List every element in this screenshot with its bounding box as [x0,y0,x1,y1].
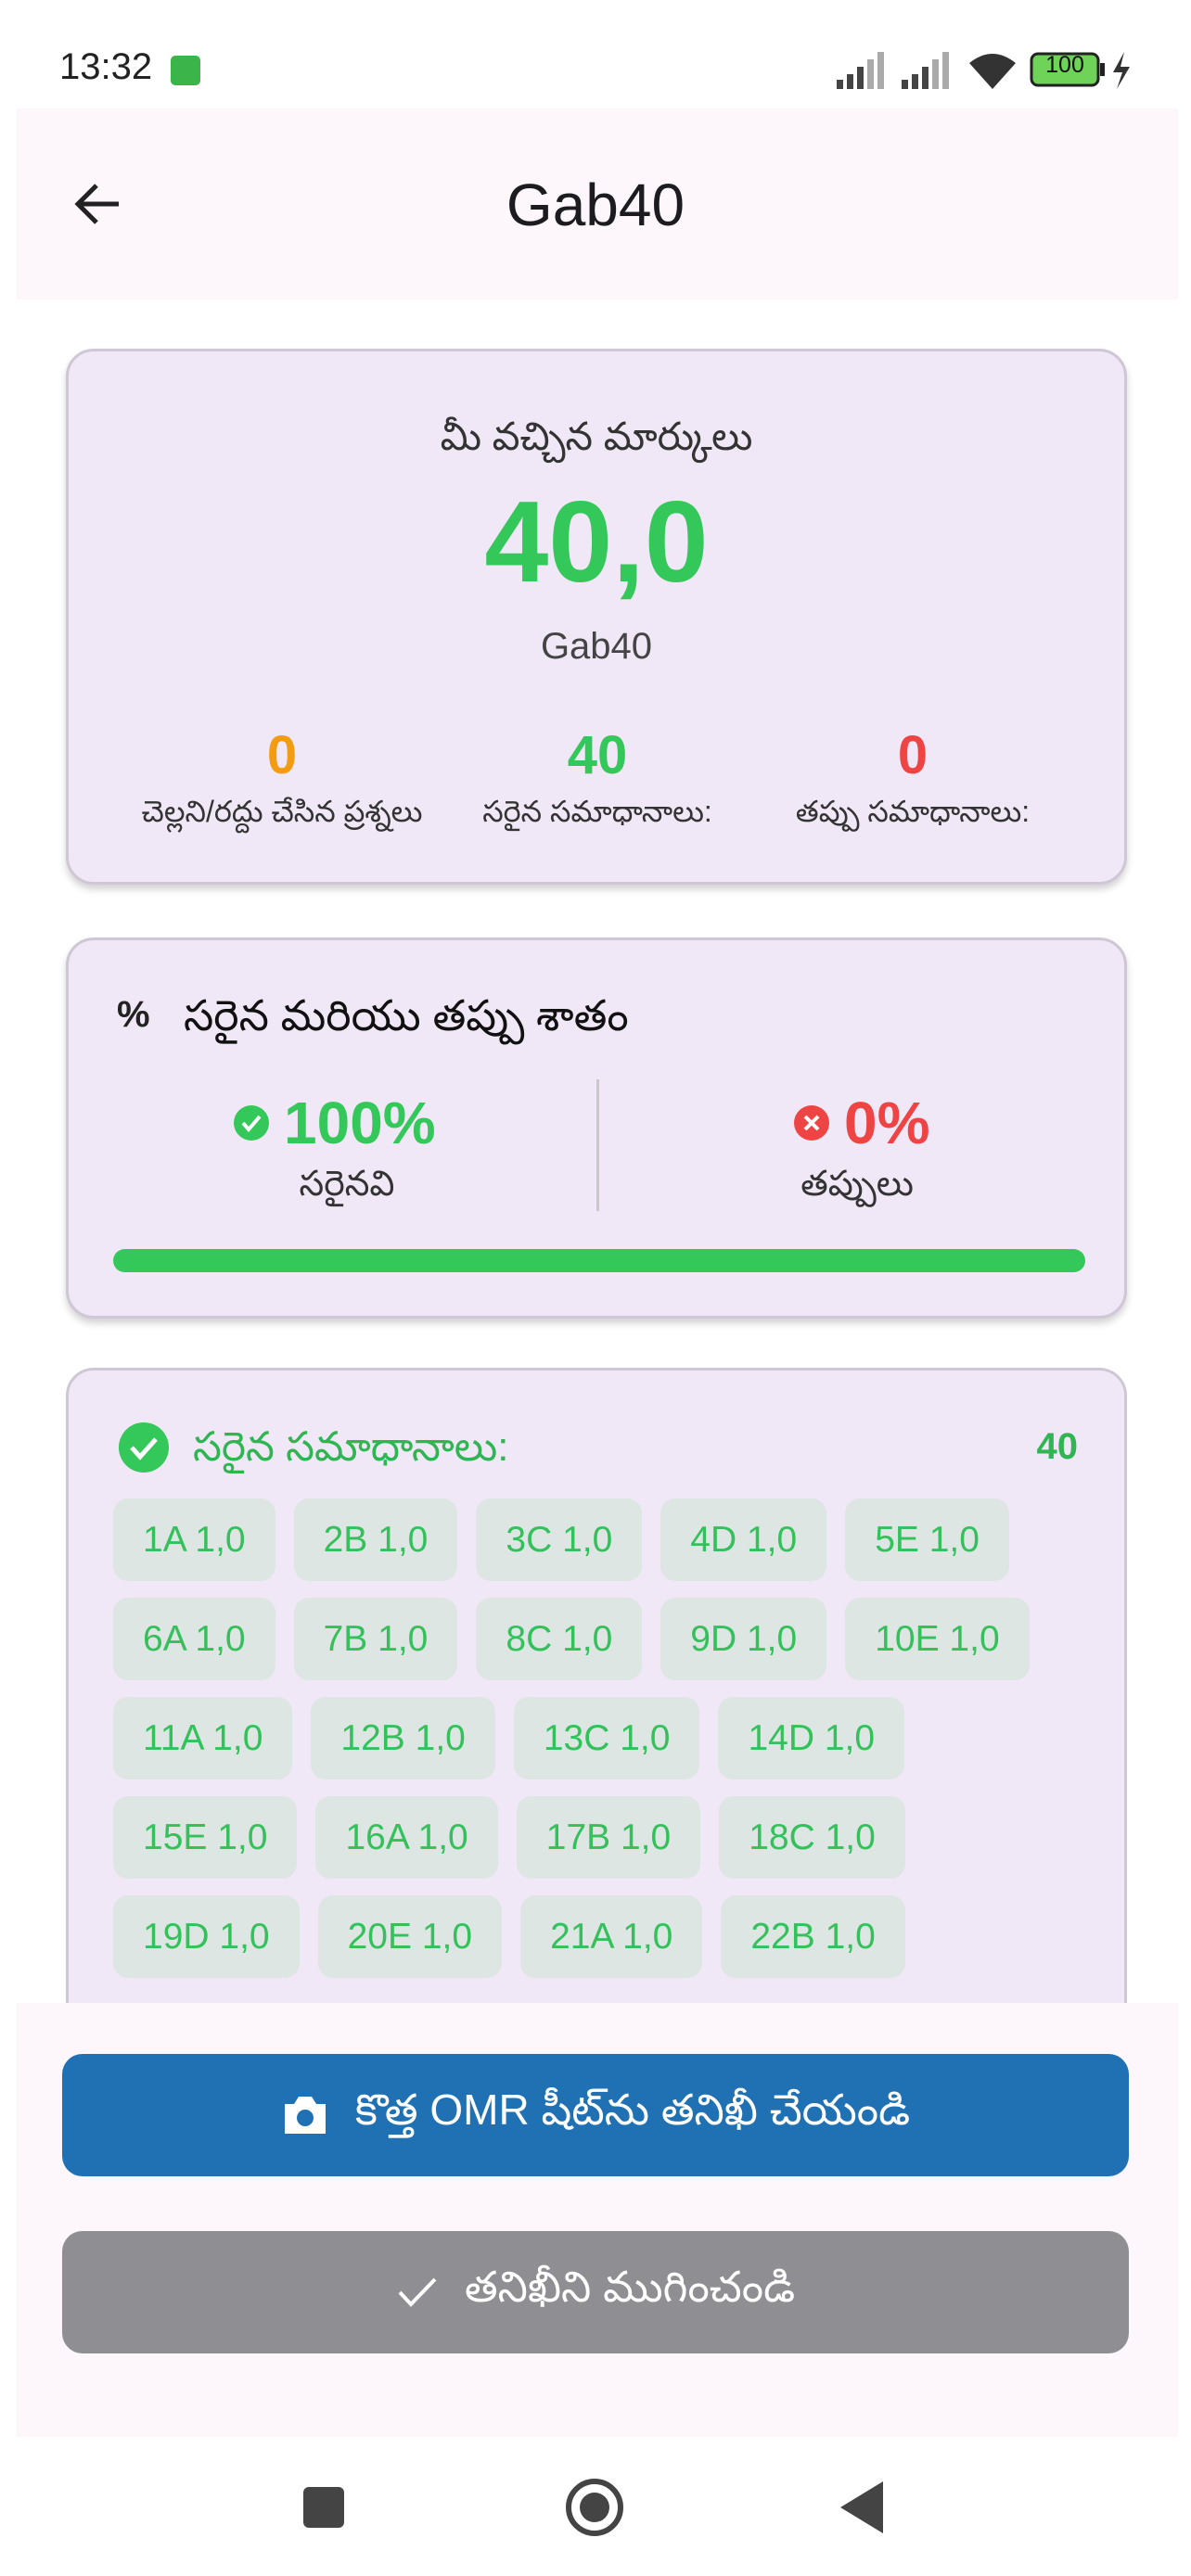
correct-value: 100% [284,1090,436,1156]
answer-chip: 20E 1,0 [317,1895,503,1978]
answer-chip: 10E 1,0 [845,1598,1030,1680]
score-card: మీ వచ్చిన మార్కులు 40,0 Gab40 0 చెల్లని/… [66,349,1127,885]
nav-recent[interactable] [303,2487,344,2528]
check-icon [119,1422,169,1473]
answer-chip: 5E 1,0 [845,1498,1009,1581]
answers-card: సరైన సమాధానాలు: 40 1A 1,0 2B 1,0 3C 1,0 4D … [66,1368,1127,2072]
wrong-label: తప్పులు [800,1165,914,1204]
stat-label: చెల్లని/రద్దు చేసిన ప్రశ్నలు [141,795,423,828]
answer-chip: 7B 1,0 [293,1598,458,1680]
nav-back[interactable] [840,2481,883,2533]
correct-label: సరైనవి [299,1165,395,1204]
notification-icon [171,56,200,85]
check-icon [234,1105,269,1141]
exam-name: Gab40 [540,626,653,667]
answer-chip: 13C 1,0 [513,1697,700,1779]
back-button[interactable] [70,178,126,234]
percent-title: సరైన మరియు తప్పు శాతం [184,991,629,1039]
scan-button[interactable]: కొత్త OMR షీట్‌ను తనిఖీ చేయండి [62,2054,1129,2176]
answer-chip: 14D 1,0 [718,1697,905,1779]
finish-label: తనిఖీని ముగించండి [464,2263,796,2311]
answer-chip: 2B 1,0 [293,1498,458,1581]
answer-chip: 19D 1,0 [113,1895,300,1978]
scan-label: కొత్త OMR షీట్‌ను తనిఖీ చేయండి [354,2085,911,2134]
correct-percent: 100% [234,1089,436,1157]
divider [596,1079,599,1211]
wrong-value: 0% [844,1090,930,1156]
percent-icon: % [117,994,150,1035]
cross-icon [794,1105,829,1141]
stat-label: సరైన సమాధానాలు: [482,795,712,828]
stat-value: 40 [567,725,628,785]
camera-icon [284,2097,326,2134]
status-icons [837,52,1130,89]
wrong-percent: 0% [794,1089,930,1157]
answers-title: సరైన సమాధానాలు: [193,1424,509,1470]
answer-chip: 8C 1,0 [476,1598,643,1680]
score-heading: మీ వచ్చిన మార్కులు [440,414,753,458]
answer-chip: 17B 1,0 [516,1796,701,1879]
answer-chip: 22B 1,0 [721,1895,905,1978]
app-title: Gab40 [506,172,685,238]
answer-chip: 1A 1,0 [113,1498,275,1581]
answer-chip: 6A 1,0 [113,1598,275,1680]
finish-button[interactable]: తనిఖీని ముగించండి [62,2231,1129,2353]
answer-chip: 11A 1,0 [113,1697,293,1779]
nav-home[interactable] [566,2479,623,2536]
answers-count: 40 [1036,1426,1079,1467]
answer-chip: 3C 1,0 [476,1498,643,1581]
app-bar [17,108,1178,300]
nav-bar [303,2479,883,2536]
stat-value: 0 [266,725,298,785]
battery-level: 100 [1045,52,1084,78]
progress-bar [113,1249,1085,1272]
check-mark [398,2277,437,2307]
answer-chip: 16A 1,0 [315,1796,498,1879]
percent-card: % సరైన మరియు తప్పు శాతం 100% సరైనవి 0% త… [66,937,1127,1319]
answer-chip: 4D 1,0 [660,1498,827,1581]
answer-chip: 9D 1,0 [660,1598,827,1680]
answer-chip: 21A 1,0 [520,1895,703,1978]
status-time: 13:32 [59,46,153,87]
answer-chip: 15E 1,0 [113,1796,298,1879]
answer-chip: 12B 1,0 [311,1697,495,1779]
score-value: 40,0 [484,478,709,606]
chip-list: 1A 1,0 2B 1,0 3C 1,0 4D 1,0 5E 1,0 6A 1,0 7B 1… [113,1498,1096,1978]
answer-chip: 18C 1,0 [719,1796,905,1879]
stat-value: 0 [897,725,928,785]
stat-label: తప్పు సమాధానాలు: [795,795,1031,828]
